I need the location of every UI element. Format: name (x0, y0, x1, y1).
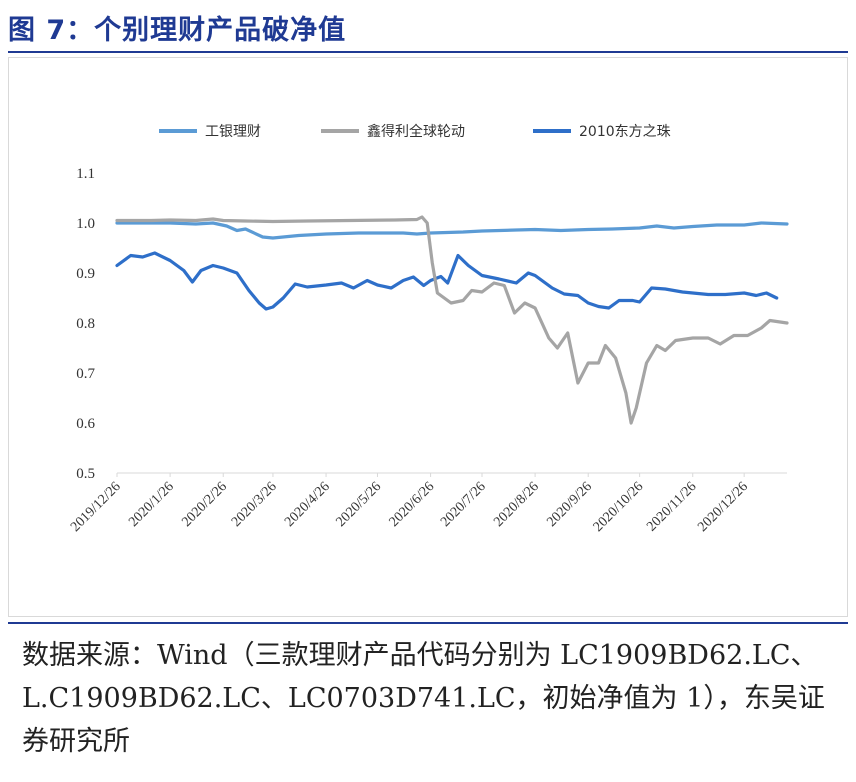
x-tick-label: 2020/1/26 (126, 479, 177, 530)
chart-legend: 工银理财 鑫得利全球轮动 2010东方之珠 (159, 123, 671, 140)
x-tick-label: 2019/12/26 (68, 479, 124, 535)
series-line-1 (115, 221, 789, 240)
y-tick-label: 1.0 (76, 216, 95, 232)
series-lines (115, 215, 789, 425)
y-tick-label: 0.9 (76, 266, 95, 282)
y-tick-label: 0.8 (76, 316, 95, 332)
series-line-2 (115, 215, 789, 425)
source-note: 数据来源：Wind（三款理财产品代码分别为 LC1909BD62.LC、L.C1… (22, 640, 825, 757)
x-tick-label: 2020/5/26 (334, 479, 385, 530)
y-axis-ticks: 0.5 0.6 0.7 0.8 0.9 1.0 1.1 (76, 166, 95, 482)
x-tick-label: 2020/11/26 (644, 479, 699, 534)
legend-label: 鑫得利全球轮动 (367, 123, 465, 140)
x-tick-label: 2020/6/26 (387, 479, 438, 530)
y-tick-label: 1.1 (76, 166, 95, 182)
legend-label: 工银理财 (205, 124, 261, 140)
y-tick-label: 0.6 (76, 416, 95, 432)
chart-frame: 工银理财 鑫得利全球轮动 2010东方之珠 0.5 0.6 0.7 0.8 0.9 1.0 1.… (8, 57, 848, 617)
x-tick-label: 2020/9/26 (544, 479, 595, 530)
figure-title: 图 7：个别理财产品破净值 (8, 15, 347, 46)
line-chart: 工银理财 鑫得利全球轮动 2010东方之珠 0.5 0.6 0.7 0.8 0.9 1.0 1.… (68, 123, 789, 535)
x-tick-label: 2020/8/26 (491, 479, 542, 530)
y-tick-label: 0.5 (76, 466, 95, 482)
x-tick-label: 2020/3/26 (229, 479, 280, 530)
x-tick-label: 2020/10/26 (591, 479, 647, 535)
legend-label: 2010东方之珠 (579, 124, 671, 140)
x-tick-label: 2020/4/26 (282, 479, 333, 530)
y-tick-label: 0.7 (76, 366, 95, 382)
title-divider (8, 51, 848, 53)
x-tick-label: 2020/2/26 (179, 479, 230, 530)
x-tick-label: 2020/12/26 (695, 479, 751, 535)
x-tick-label: 2020/7/26 (438, 479, 489, 530)
footer-divider (8, 622, 848, 624)
